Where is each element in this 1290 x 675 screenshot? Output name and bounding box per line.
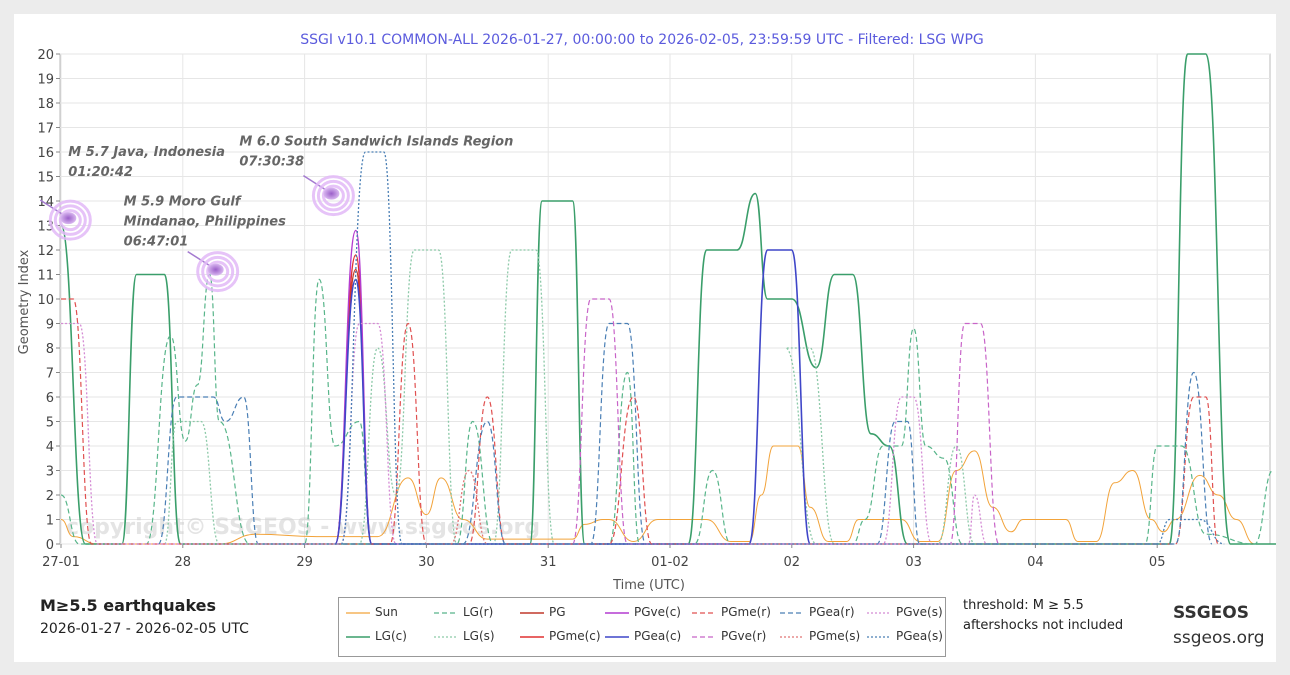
y-tick-label: 3 [46, 465, 54, 480]
legend-label: PGea(s) [896, 629, 943, 643]
legend-swatch [867, 612, 891, 614]
x-tick-label: 27-01 [42, 555, 80, 570]
legend-swatch [605, 636, 629, 638]
legend-swatch [520, 612, 544, 614]
quake-ring [201, 255, 235, 288]
legend-label: LG(c) [375, 629, 407, 643]
y-tick-label: 17 [37, 122, 54, 137]
annotation-text: M 5.7 Java, Indonesia [68, 145, 225, 160]
y-tick-label: 4 [46, 440, 54, 455]
legend-label: PGve(c) [634, 605, 681, 619]
legend-label: Sun [375, 605, 398, 619]
quake-ring [48, 199, 92, 241]
x-tick-label: 30 [418, 555, 435, 570]
legend-swatch [434, 636, 458, 638]
y-tick-label: 5 [46, 416, 54, 431]
y-axis-label: Geometry Index [17, 249, 32, 354]
chart-title: SSGI v10.1 COMMON-ALL 2026-01-27, 00:00:… [300, 32, 983, 48]
series-line-pgea-r- [157, 322, 1213, 545]
legend-swatch [780, 612, 804, 614]
threshold-note: threshold: M ≥ 5.5 [963, 598, 1084, 613]
footer-date-range: 2026-01-27 - 2026-02-05 UTC [40, 621, 249, 637]
x-tick-label: 03 [905, 555, 922, 570]
legend-label: PGme(r) [721, 605, 771, 619]
legend-swatch [692, 636, 716, 638]
footer-title: M≥5.5 earthquakes [40, 596, 217, 615]
y-tick-label: 7 [46, 367, 54, 382]
y-tick-label: 1 [46, 514, 54, 529]
y-tick-label: 8 [46, 342, 54, 357]
quake-icon [60, 212, 77, 225]
brand-name: SSGEOS [1173, 603, 1249, 623]
legend-swatch [780, 636, 804, 638]
series-line-lg-r- [60, 273, 1274, 545]
annotation-text: 06:47:01 [124, 235, 189, 250]
y-tick-label: 2 [46, 489, 54, 504]
legend-label: PGea(c) [634, 629, 682, 643]
brand-url: ssgeos.org [1173, 628, 1265, 648]
x-tick-label: 01-02 [651, 555, 689, 570]
earthquake-marker [302, 175, 355, 217]
x-tick-label: 28 [175, 555, 192, 570]
y-tick-label: 12 [37, 244, 54, 259]
legend-label: PG [549, 605, 566, 619]
x-axis-label: Time (UTC) [612, 578, 685, 593]
annotation-text: M 5.9 Moro Gulf [124, 195, 243, 210]
quake-ring [311, 175, 355, 217]
quake-ring [316, 179, 350, 212]
legend-label: PGea(r) [809, 605, 855, 619]
aftershocks-note: aftershocks not included [963, 618, 1124, 633]
legend-label: PGve(s) [896, 605, 943, 619]
series-line-lg-c- [60, 53, 1276, 545]
series-line-pgve-r- [572, 298, 1000, 545]
quake-ring [321, 184, 345, 207]
legend-label: PGme(s) [809, 629, 861, 643]
legend-label: LG(s) [463, 629, 495, 643]
earthquake-marker [187, 250, 240, 293]
legend-label: LG(r) [463, 605, 494, 619]
legend-swatch [867, 636, 891, 638]
y-tick-label: 9 [46, 318, 54, 333]
x-tick-label: 02 [784, 555, 801, 570]
legend-swatch [346, 612, 370, 614]
quake-ring [58, 209, 82, 232]
chart-frame: SSGI v10.1 COMMON-ALL 2026-01-27, 00:00:… [14, 14, 1276, 662]
quake-icon [323, 187, 340, 200]
legend-swatch [692, 612, 716, 614]
y-tick-label: 10 [37, 293, 54, 308]
y-tick-label: 18 [37, 97, 54, 112]
annotation-text: M 6.0 South Sandwich Islands Region [239, 135, 513, 150]
annotation-text: Mindanao, Philippines [124, 215, 286, 230]
quake-ring [206, 260, 230, 283]
series-line-pgve-s- [61, 322, 988, 545]
legend-swatch [605, 612, 629, 614]
geometry-index-chart: SSGI v10.1 COMMON-ALL 2026-01-27, 00:00:… [17, 32, 1276, 593]
annotation-text: 01:20:42 [68, 165, 133, 180]
y-tick-label: 20 [37, 48, 54, 63]
legend-swatch [434, 612, 458, 614]
annotation-text: 07:30:38 [239, 155, 304, 170]
y-tick-label: 11 [37, 269, 54, 284]
x-tick-label: 04 [1027, 555, 1044, 570]
legend-label: PGve(r) [721, 629, 767, 643]
quake-ring [196, 251, 240, 293]
legend-swatch [520, 636, 544, 638]
quake-icon [207, 263, 224, 276]
y-tick-label: 19 [37, 73, 54, 88]
earthquake-marker [39, 199, 92, 241]
series-line-pgme-s- [450, 469, 488, 545]
legend-swatch [346, 636, 370, 638]
x-tick-label: 31 [540, 555, 557, 570]
x-tick-label: 05 [1149, 555, 1166, 570]
series-line-pgme-r- [61, 298, 1219, 545]
quake-ring [53, 204, 87, 236]
series-line-pgea-s- [340, 151, 1225, 545]
y-tick-label: 15 [37, 171, 54, 186]
y-tick-label: 16 [37, 146, 54, 161]
legend-label: PGme(c) [549, 629, 601, 643]
y-tick-label: 0 [46, 538, 54, 553]
chart-legend: Sun LG(r) PG PGve(c) PGme(r) PGea(r) PGve(s) LG… [338, 597, 946, 657]
x-tick-label: 29 [296, 555, 313, 570]
y-tick-label: 6 [46, 391, 54, 406]
